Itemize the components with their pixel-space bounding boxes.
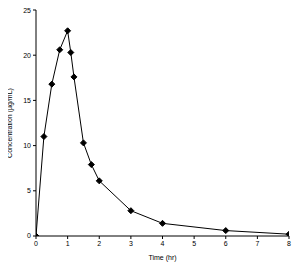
- svg-text:15: 15: [23, 97, 31, 104]
- svg-text:4: 4: [161, 240, 165, 247]
- svg-text:Concentration (µg/mL): Concentration (µg/mL): [8, 88, 14, 158]
- svg-text:6: 6: [224, 240, 228, 247]
- svg-text:10: 10: [23, 142, 31, 149]
- svg-text:2: 2: [97, 240, 101, 247]
- svg-text:1: 1: [66, 240, 70, 247]
- svg-text:25: 25: [23, 8, 31, 13]
- svg-text:0: 0: [34, 240, 38, 247]
- svg-text:5: 5: [192, 240, 196, 247]
- svg-text:7: 7: [255, 240, 259, 247]
- svg-text:8: 8: [287, 240, 291, 247]
- svg-text:Time (hr): Time (hr): [148, 254, 176, 262]
- svg-text:3: 3: [129, 240, 133, 247]
- svg-text:0: 0: [27, 232, 31, 239]
- svg-text:5: 5: [27, 187, 31, 194]
- svg-text:20: 20: [23, 52, 31, 59]
